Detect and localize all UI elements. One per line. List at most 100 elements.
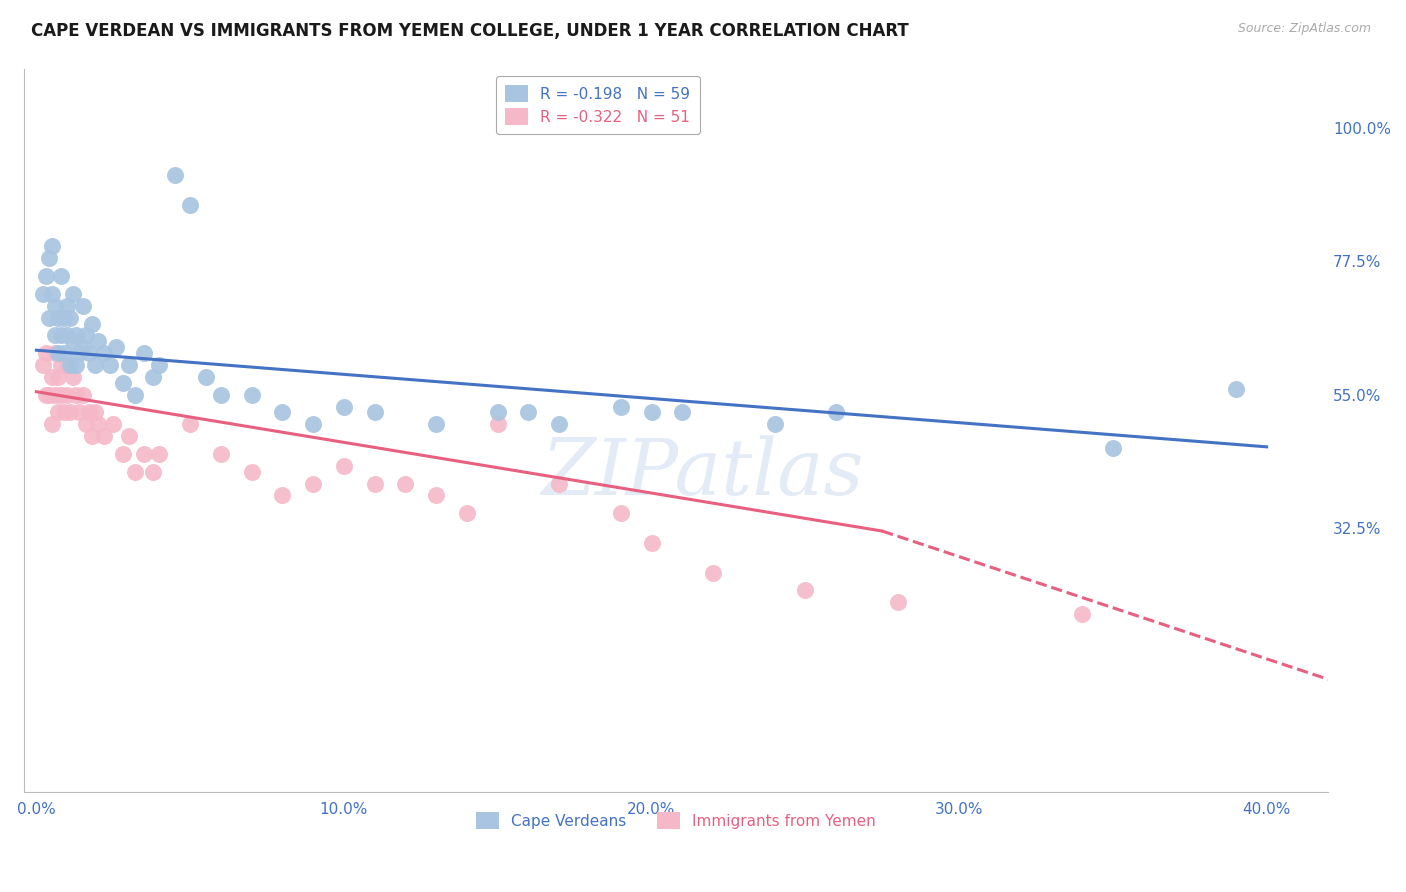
Point bbox=[53, 405, 76, 419]
Point bbox=[44, 346, 66, 360]
Point bbox=[132, 447, 155, 461]
Text: CAPE VERDEAN VS IMMIGRANTS FROM YEMEN COLLEGE, UNDER 1 YEAR CORRELATION CHART: CAPE VERDEAN VS IMMIGRANTS FROM YEMEN CO… bbox=[31, 22, 908, 40]
Point bbox=[610, 506, 633, 520]
Point bbox=[62, 334, 84, 349]
Point bbox=[69, 346, 91, 360]
Point bbox=[65, 358, 87, 372]
Text: Source: ZipAtlas.com: Source: ZipAtlas.com bbox=[1237, 22, 1371, 36]
Point bbox=[98, 358, 121, 372]
Point bbox=[72, 387, 94, 401]
Point bbox=[38, 387, 60, 401]
Point bbox=[209, 447, 232, 461]
Point bbox=[302, 417, 325, 432]
Point bbox=[56, 358, 79, 372]
Point bbox=[142, 370, 165, 384]
Point bbox=[209, 387, 232, 401]
Point bbox=[825, 405, 848, 419]
Point bbox=[41, 239, 63, 253]
Point bbox=[179, 198, 201, 212]
Text: ZIPatlas: ZIPatlas bbox=[541, 435, 863, 512]
Point bbox=[34, 268, 56, 283]
Point bbox=[179, 417, 201, 432]
Point bbox=[333, 458, 356, 473]
Point bbox=[640, 405, 662, 419]
Point bbox=[59, 358, 82, 372]
Point bbox=[118, 429, 141, 443]
Point bbox=[610, 400, 633, 414]
Point bbox=[65, 387, 87, 401]
Point bbox=[31, 358, 53, 372]
Point bbox=[456, 506, 478, 520]
Point bbox=[75, 328, 97, 343]
Point bbox=[148, 447, 170, 461]
Point bbox=[59, 405, 82, 419]
Point bbox=[72, 340, 94, 354]
Point bbox=[124, 387, 146, 401]
Point bbox=[53, 310, 76, 325]
Point bbox=[132, 346, 155, 360]
Point bbox=[118, 358, 141, 372]
Point bbox=[548, 476, 571, 491]
Point bbox=[49, 358, 72, 372]
Point bbox=[1225, 382, 1247, 396]
Point bbox=[111, 376, 134, 390]
Point bbox=[77, 346, 100, 360]
Point bbox=[148, 358, 170, 372]
Point bbox=[548, 417, 571, 432]
Point bbox=[333, 400, 356, 414]
Point bbox=[302, 476, 325, 491]
Point bbox=[1101, 441, 1123, 455]
Point bbox=[425, 417, 447, 432]
Point bbox=[56, 299, 79, 313]
Point bbox=[56, 328, 79, 343]
Point bbox=[886, 595, 908, 609]
Point bbox=[794, 583, 817, 598]
Point bbox=[194, 370, 217, 384]
Point bbox=[364, 476, 387, 491]
Legend: Cape Verdeans, Immigrants from Yemen: Cape Verdeans, Immigrants from Yemen bbox=[470, 806, 882, 835]
Point bbox=[41, 286, 63, 301]
Point bbox=[87, 417, 110, 432]
Point bbox=[1071, 607, 1094, 621]
Point bbox=[105, 340, 128, 354]
Point bbox=[111, 447, 134, 461]
Point bbox=[59, 310, 82, 325]
Point bbox=[46, 310, 69, 325]
Point bbox=[34, 387, 56, 401]
Point bbox=[124, 465, 146, 479]
Point bbox=[44, 328, 66, 343]
Point bbox=[56, 387, 79, 401]
Point bbox=[103, 417, 125, 432]
Point bbox=[49, 387, 72, 401]
Point bbox=[75, 417, 97, 432]
Point bbox=[364, 405, 387, 419]
Point bbox=[142, 465, 165, 479]
Point bbox=[80, 429, 103, 443]
Point bbox=[53, 346, 76, 360]
Point bbox=[44, 387, 66, 401]
Point bbox=[486, 405, 509, 419]
Point bbox=[517, 405, 540, 419]
Point bbox=[46, 370, 69, 384]
Point bbox=[46, 346, 69, 360]
Point bbox=[83, 358, 105, 372]
Point bbox=[62, 370, 84, 384]
Point bbox=[41, 370, 63, 384]
Point bbox=[38, 252, 60, 266]
Point bbox=[77, 405, 100, 419]
Point bbox=[271, 405, 294, 419]
Point bbox=[69, 405, 91, 419]
Point bbox=[83, 405, 105, 419]
Point bbox=[671, 405, 693, 419]
Point bbox=[38, 310, 60, 325]
Point bbox=[62, 286, 84, 301]
Point bbox=[394, 476, 416, 491]
Point bbox=[72, 299, 94, 313]
Point bbox=[93, 346, 115, 360]
Point bbox=[80, 317, 103, 331]
Point bbox=[486, 417, 509, 432]
Point bbox=[31, 286, 53, 301]
Point bbox=[93, 429, 115, 443]
Point bbox=[163, 168, 186, 182]
Point bbox=[425, 488, 447, 502]
